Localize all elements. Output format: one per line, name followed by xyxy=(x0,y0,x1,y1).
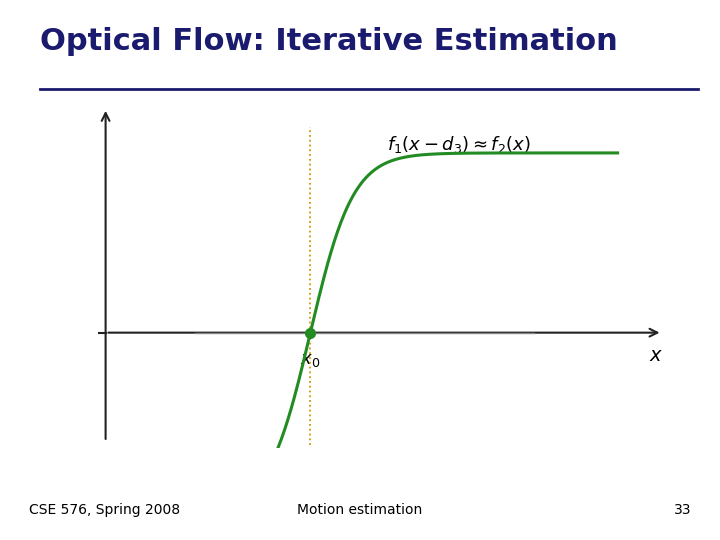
Text: Motion estimation: Motion estimation xyxy=(297,503,423,517)
Text: $x_0$: $x_0$ xyxy=(300,350,320,369)
Text: Optical Flow: Iterative Estimation: Optical Flow: Iterative Estimation xyxy=(40,27,617,56)
Text: CSE 576, Spring 2008: CSE 576, Spring 2008 xyxy=(29,503,180,517)
Text: $f_1(x - d_3) \approx f_2(x)$: $f_1(x - d_3) \approx f_2(x)$ xyxy=(387,134,531,154)
Text: 33: 33 xyxy=(674,503,691,517)
Text: $x$: $x$ xyxy=(649,347,663,365)
